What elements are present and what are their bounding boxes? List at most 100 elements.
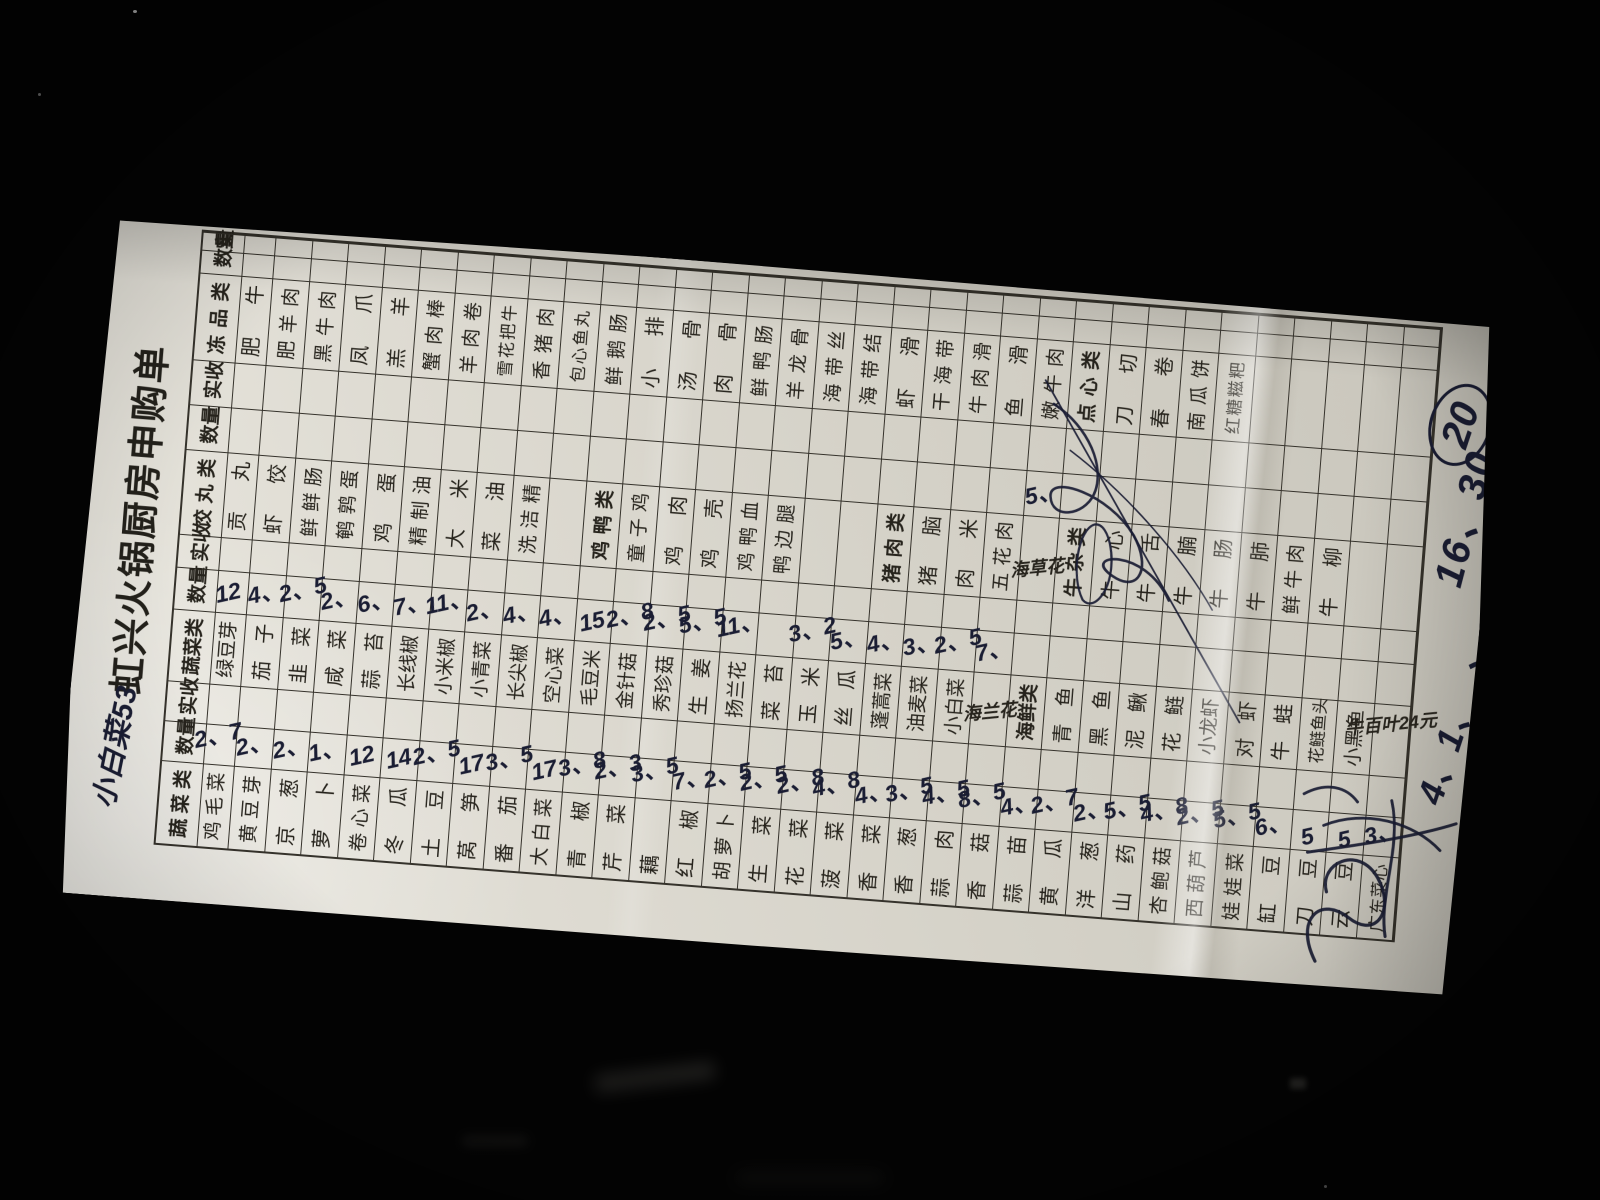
item-cell: 小龙虾 xyxy=(1187,689,1229,764)
quantity-cell: 7、 xyxy=(975,630,1015,675)
quantity-cell xyxy=(1096,476,1136,524)
quantity-cell xyxy=(259,410,299,458)
received-cell xyxy=(1100,431,1140,479)
received-cell xyxy=(700,399,740,447)
received-cell xyxy=(978,597,1017,633)
background-smudge xyxy=(1290,1078,1306,1089)
received-cell xyxy=(1051,603,1090,639)
item-cell: 泥鳅 xyxy=(1115,683,1157,758)
item-cell: 秀珍菇 xyxy=(641,646,683,721)
received-cell xyxy=(238,686,278,729)
received-cell xyxy=(456,703,496,746)
dust-speck xyxy=(133,10,137,13)
quantity-cell: 2、 xyxy=(320,578,360,623)
received-cell xyxy=(809,408,849,456)
background-smudge xyxy=(735,1172,885,1184)
quantity-cell: 3、2 xyxy=(793,615,833,660)
received-cell xyxy=(736,402,776,450)
received-cell xyxy=(1209,439,1249,487)
quantity-cell xyxy=(805,453,845,501)
quantity-cell xyxy=(478,427,518,475)
received-cell xyxy=(384,698,424,741)
dust-speck xyxy=(38,93,41,96)
quantity-cell xyxy=(587,436,627,484)
received-cell xyxy=(1305,623,1344,659)
quantity-cell xyxy=(1133,479,1173,527)
received-cell xyxy=(336,371,376,419)
received-cell xyxy=(1282,445,1322,493)
item-cell: 蒜苔 xyxy=(350,623,392,698)
quantity-cell: 5 xyxy=(1290,809,1330,852)
received-cell xyxy=(1075,752,1115,795)
quantity-cell xyxy=(332,416,372,464)
received-cell xyxy=(518,385,558,433)
quantity-cell xyxy=(514,430,554,478)
item-cell: 花鲢鱼头 xyxy=(1296,697,1338,772)
quantity-cell xyxy=(878,459,918,507)
quantity-cell: 1、 xyxy=(308,732,348,775)
received-cell xyxy=(409,376,449,424)
item-cell: 玉米 xyxy=(787,657,829,732)
received-cell xyxy=(359,548,398,584)
item-cell: 生姜 xyxy=(678,649,720,724)
received-cell xyxy=(832,585,871,621)
quantity-cell: 2、5 xyxy=(417,740,457,783)
received-cell xyxy=(663,397,703,445)
item-cell: 蓬蒿菜 xyxy=(860,663,902,738)
received-cell xyxy=(529,709,569,752)
quantity-cell xyxy=(696,444,736,492)
quantity-cell: 12 xyxy=(210,570,250,615)
item-cell: 小青菜 xyxy=(460,631,502,706)
item-cell: 长尖椒 xyxy=(496,634,538,709)
quantity-cell xyxy=(1084,638,1124,683)
quantity-cell: 3、5 xyxy=(490,746,530,789)
quantity-cell xyxy=(987,467,1027,515)
quantity-cell: 6、 xyxy=(1254,806,1294,849)
quantity-cell xyxy=(769,450,809,498)
quantity-cell: 2、 xyxy=(465,590,505,635)
page-title: 虹兴火锅厨房申购单 xyxy=(106,342,175,696)
quantity-cell xyxy=(551,433,591,481)
item-cell: 菜苔 xyxy=(751,654,793,729)
quantity-cell: 12 xyxy=(344,735,384,778)
received-cell xyxy=(1087,605,1126,641)
quantity-cell xyxy=(914,461,954,509)
received-cell xyxy=(396,551,435,587)
quantity-cell xyxy=(842,456,882,504)
received-cell xyxy=(1318,448,1358,496)
quantity-cell: 2、5 xyxy=(283,575,323,620)
item-cell: 青鱼 xyxy=(1042,677,1084,752)
received-cell xyxy=(760,580,799,616)
received-cell xyxy=(274,689,314,732)
quantity-cell xyxy=(223,407,263,455)
quantity-cell: 11、 xyxy=(429,587,469,632)
received-cell xyxy=(1257,766,1297,809)
quantity-cell xyxy=(1060,473,1100,521)
received-cell xyxy=(554,388,594,436)
received-cell xyxy=(1269,620,1308,656)
received-cell xyxy=(1123,608,1162,644)
received-cell xyxy=(347,695,387,738)
quantity-cell: 5、 xyxy=(829,618,869,663)
quantity-cell xyxy=(296,413,336,461)
received-cell xyxy=(1245,442,1285,490)
received-cell xyxy=(481,382,521,430)
quantity-cell xyxy=(732,447,772,495)
received-cell xyxy=(1173,437,1213,485)
received-cell xyxy=(250,539,289,575)
dust-speck xyxy=(1324,1185,1327,1188)
item-cell: 丝瓜 xyxy=(823,660,865,735)
quantity-cell xyxy=(1193,647,1233,692)
received-cell xyxy=(1027,425,1067,473)
item-cell: 黑鱼 xyxy=(1078,680,1120,755)
quantity-cell xyxy=(1011,633,1051,678)
item-cell: 海兰花 xyxy=(969,672,1011,747)
purchase-order-paper: 虹兴火锅厨房申购单 小白菜53 蔬菜类数量实收蔬菜类数量实收饺丸类数量实收冻品类… xyxy=(54,214,1503,1002)
item-cell: 牛蛙 xyxy=(1260,694,1302,769)
quantity-cell: 5、 xyxy=(1024,470,1064,518)
received-cell xyxy=(1014,600,1053,636)
received-cell xyxy=(627,394,667,442)
item-cell: 茄子 xyxy=(241,614,283,689)
received-cell xyxy=(214,537,253,573)
